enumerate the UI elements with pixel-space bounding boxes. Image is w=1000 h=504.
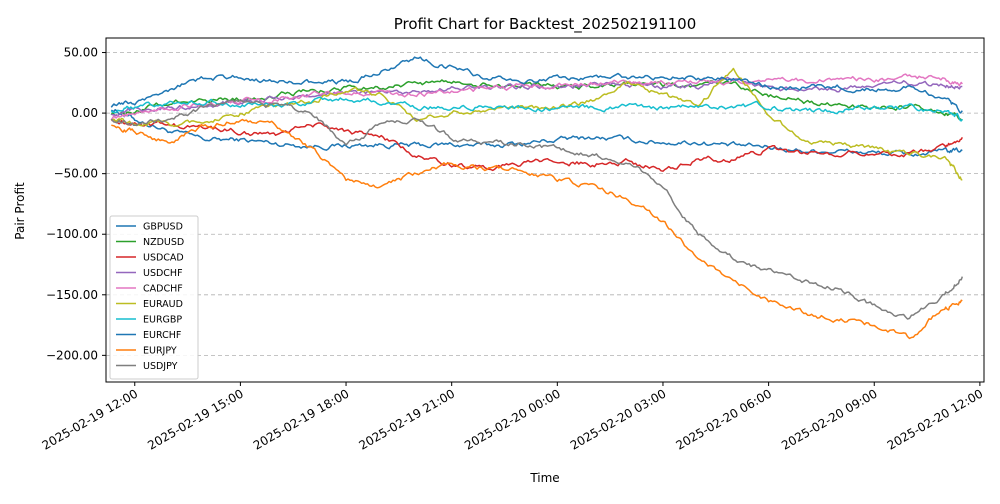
legend-label: NZDUSD	[143, 237, 184, 248]
series-line-eurjpy	[111, 118, 963, 340]
y-tick-label: −200.00	[46, 348, 98, 362]
y-axis: 50.00 0.00 −50.00 −100.00 −150.00 −200.00	[46, 46, 106, 362]
series-line-usdcad	[110, 118, 963, 172]
series-line-usdjpy	[110, 99, 964, 320]
legend-label: EURGBP	[143, 315, 182, 326]
legend-label: USDJPY	[143, 361, 178, 372]
legend-label: EURAUD	[143, 299, 183, 310]
series-line-euraud	[111, 67, 963, 181]
series-line-usdchf	[111, 76, 963, 117]
chart-title: Profit Chart for Backtest_202502191100	[394, 15, 697, 34]
legend-label: EURJPY	[143, 346, 177, 357]
series-line-eurchf	[110, 56, 963, 114]
series-layer	[110, 56, 964, 340]
legend-label: USDCAD	[143, 253, 184, 264]
legend-label: EURCHF	[143, 330, 181, 341]
legend-label: CADCHF	[143, 284, 183, 295]
y-tick-label: 0.00	[71, 106, 98, 120]
y-axis-label: Pair Profit	[13, 182, 27, 240]
y-tick-label: −100.00	[46, 227, 98, 241]
legend-label: GBPUSD	[143, 222, 183, 233]
series-line-gbpusd	[110, 108, 963, 157]
series-line-nzdusd	[110, 79, 963, 122]
plot-frame	[105, 37, 985, 383]
y-tick-label: 50.00	[64, 46, 98, 60]
x-axis-label: Time	[529, 471, 559, 485]
y-tick-label: −50.00	[54, 167, 98, 181]
legend: GBPUSD NZDUSD USDCAD USDCHF CADCHF EURAUD EURG…	[109, 215, 199, 380]
series-line-cadchf	[110, 73, 963, 121]
legend-label: USDCHF	[143, 268, 183, 279]
y-tick-label: −150.00	[46, 288, 98, 302]
series-line-eurgbp	[110, 96, 963, 122]
